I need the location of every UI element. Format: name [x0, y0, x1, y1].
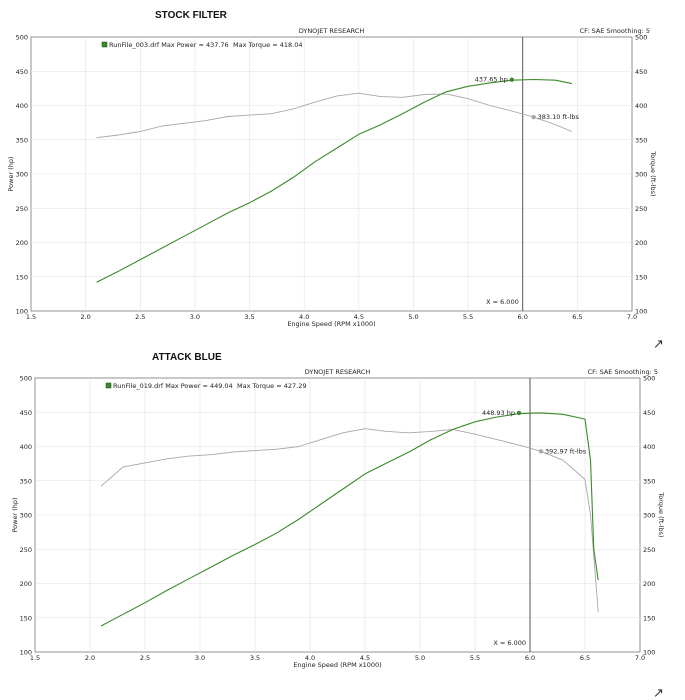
chart2-y-axis-label-left: Power (hp) [11, 497, 19, 532]
chart1-y-tick-label-left: 300 [16, 171, 28, 179]
chart2-y-tick-label-left: 450 [20, 409, 32, 417]
chart1-y-tick-label-right: 150 [635, 273, 647, 281]
chart2-y-tick-label-right: 150 [643, 614, 655, 622]
chart1-header: DYNOJET RESEARCH [299, 27, 365, 35]
chart1-y-tick-label-right: 400 [635, 102, 647, 110]
chart1-y-tick-label-right: 450 [635, 68, 647, 76]
chart2-y-tick-label-left: 500 [20, 375, 32, 383]
chart1-series-line-torque [96, 92, 573, 139]
chart2-series-line-power [100, 412, 599, 627]
chart1-x-axis-label: Engine Speed (RPM x1000) [287, 320, 375, 328]
chart2-x-axis-label: Engine Speed (RPM x1000) [293, 661, 381, 669]
chart1-y-tick-label-right: 200 [635, 239, 647, 247]
chart1-x-tick-label: 6.5 [572, 313, 582, 321]
chart2-y-tick-label-left: 100 [20, 649, 32, 657]
chart2-y-tick-label-left: 350 [20, 477, 32, 485]
chart2-x-tick-label: 2.0 [85, 654, 95, 662]
chart1-max-torque-text: Max Torque = 418.04 [233, 41, 302, 49]
chart1-torque-marker [531, 114, 536, 120]
chart2-power-marker [516, 410, 522, 416]
chart1-y-tick-label-left: 100 [16, 308, 28, 316]
chart2-cf-text: CF: SAE Smoothing: 5 [588, 368, 658, 376]
chart1-y-tick-label-left: 400 [16, 102, 28, 110]
chart1-x-tick-label: 2.0 [80, 313, 90, 321]
chart1-y-tick-label-left: 450 [16, 68, 28, 76]
chart1-legend-swatch [101, 41, 108, 48]
chart2-series-line-torque [100, 428, 599, 613]
chart2-y-tick-label-left: 150 [20, 614, 32, 622]
chart1-x-tick-label: 7.0 [627, 313, 637, 321]
chart1-y-tick-label-left: 500 [16, 34, 28, 42]
chart1-x-tick-label: 4.0 [299, 313, 309, 321]
chart2-x-tick-label: 1.5 [30, 654, 40, 662]
chart1-y-tick-label-left: 250 [16, 205, 28, 213]
chart2-power-value-label: 448.93 hp [482, 409, 515, 417]
chart2-torque-marker [538, 449, 544, 454]
chart1-y-tick-label-right: 100 [635, 308, 647, 316]
chart1-y-tick-label-right: 350 [635, 136, 647, 144]
chart2-y-tick-label-right: 250 [643, 546, 655, 554]
chart1-y-tick-label-left: 350 [16, 136, 28, 144]
chart1-x-tick-label: 2.5 [135, 313, 145, 321]
chart2-title: ATTACK BLUE [152, 352, 222, 363]
chart1-y-axis-label-right: Torque (ft-lbs) [649, 150, 657, 196]
chart2-y-axis-label-right: Torque (ft-lbs) [657, 491, 665, 537]
chart2-x-tick-label: 4.0 [305, 654, 315, 662]
chart2-y-tick-label-left: 200 [20, 580, 32, 588]
chart1-power-value-label: 437.65 hp [475, 76, 508, 84]
chart2-x-tick-label: 3.5 [250, 654, 260, 662]
chart2-x-tick-label: 3.0 [195, 654, 205, 662]
chart1-x-tick-label: 1.5 [26, 313, 36, 321]
chart2-y-tick-label-right: 450 [643, 409, 655, 417]
expand-arrow-icon-top: ↗ [653, 337, 664, 352]
chart2-x-tick-label: 5.5 [470, 654, 480, 662]
chart1-y-axis-label-left: Power (hp) [7, 156, 15, 191]
expand-arrow-icon-bottom: ↗ [653, 686, 664, 700]
chart2-y-tick-label-right: 200 [643, 580, 655, 588]
chart1-series-line-power [96, 78, 573, 283]
chart2-x-tick-label: 5.0 [415, 654, 425, 662]
chart1-y-tick-label-right: 250 [635, 205, 647, 213]
chart1-y-tick-label-left: 200 [16, 239, 28, 247]
chart2-y-tick-label-right: 500 [643, 375, 655, 383]
chart1-power-marker [509, 77, 514, 82]
chart1-legend-text: RunFile_003.drf Max Power = 437.76 [109, 41, 229, 49]
chart2-y-tick-label-right: 300 [643, 512, 655, 520]
chart1-y-tick-label-left: 150 [16, 273, 28, 281]
chart2-x-tick-label: 7.0 [635, 654, 645, 662]
chart1-x-tick-label: 3.5 [244, 313, 254, 321]
chart2-header: DYNOJET RESEARCH [305, 368, 371, 376]
chart1-x-tick-label: 5.0 [408, 313, 418, 321]
chart2-x-tick-label: 4.5 [360, 654, 370, 662]
chart2-max-torque-text: Max Torque = 427.29 [237, 382, 306, 390]
chart2-torque-value-label: 392.97 ft-lbs [545, 447, 587, 455]
chart1-x-tick-label: 5.5 [463, 313, 473, 321]
chart1-x-tick-label: 3.0 [190, 313, 200, 321]
chart2-x-tick-label: 2.5 [140, 654, 150, 662]
chart1-torque-value-label: 383.10 ft-lbs [538, 113, 580, 121]
chart1-y-tick-label-right: 300 [635, 171, 647, 179]
chart2-x-tick-label: 6.0 [525, 654, 535, 662]
chart2-y-tick-label-left: 300 [20, 512, 32, 520]
chart2-legend-text: RunFile_019.drf Max Power = 449.04 [113, 382, 233, 390]
chart1-cursor-label: X = 6.000 [486, 298, 519, 306]
chart2-y-tick-label-left: 400 [20, 443, 32, 451]
chart2-x-tick-label: 6.5 [580, 654, 590, 662]
chart2-y-tick-label-left: 250 [20, 546, 32, 554]
chart2-y-tick-label-right: 100 [643, 649, 655, 657]
chart1-x-tick-label: 6.0 [518, 313, 528, 321]
chart2-legend-swatch [105, 382, 112, 389]
chart1-x-tick-label: 4.5 [354, 313, 364, 321]
chart1-title: STOCK FILTER [155, 10, 228, 21]
chart1-y-tick-label-right: 500 [635, 34, 647, 42]
chart1-cf-text: CF: SAE Smoothing: 5 [580, 27, 650, 35]
chart2-cursor-label: X = 6.000 [493, 639, 526, 647]
chart2-y-tick-label-right: 400 [643, 443, 655, 451]
chart2-y-tick-label-right: 350 [643, 477, 655, 485]
